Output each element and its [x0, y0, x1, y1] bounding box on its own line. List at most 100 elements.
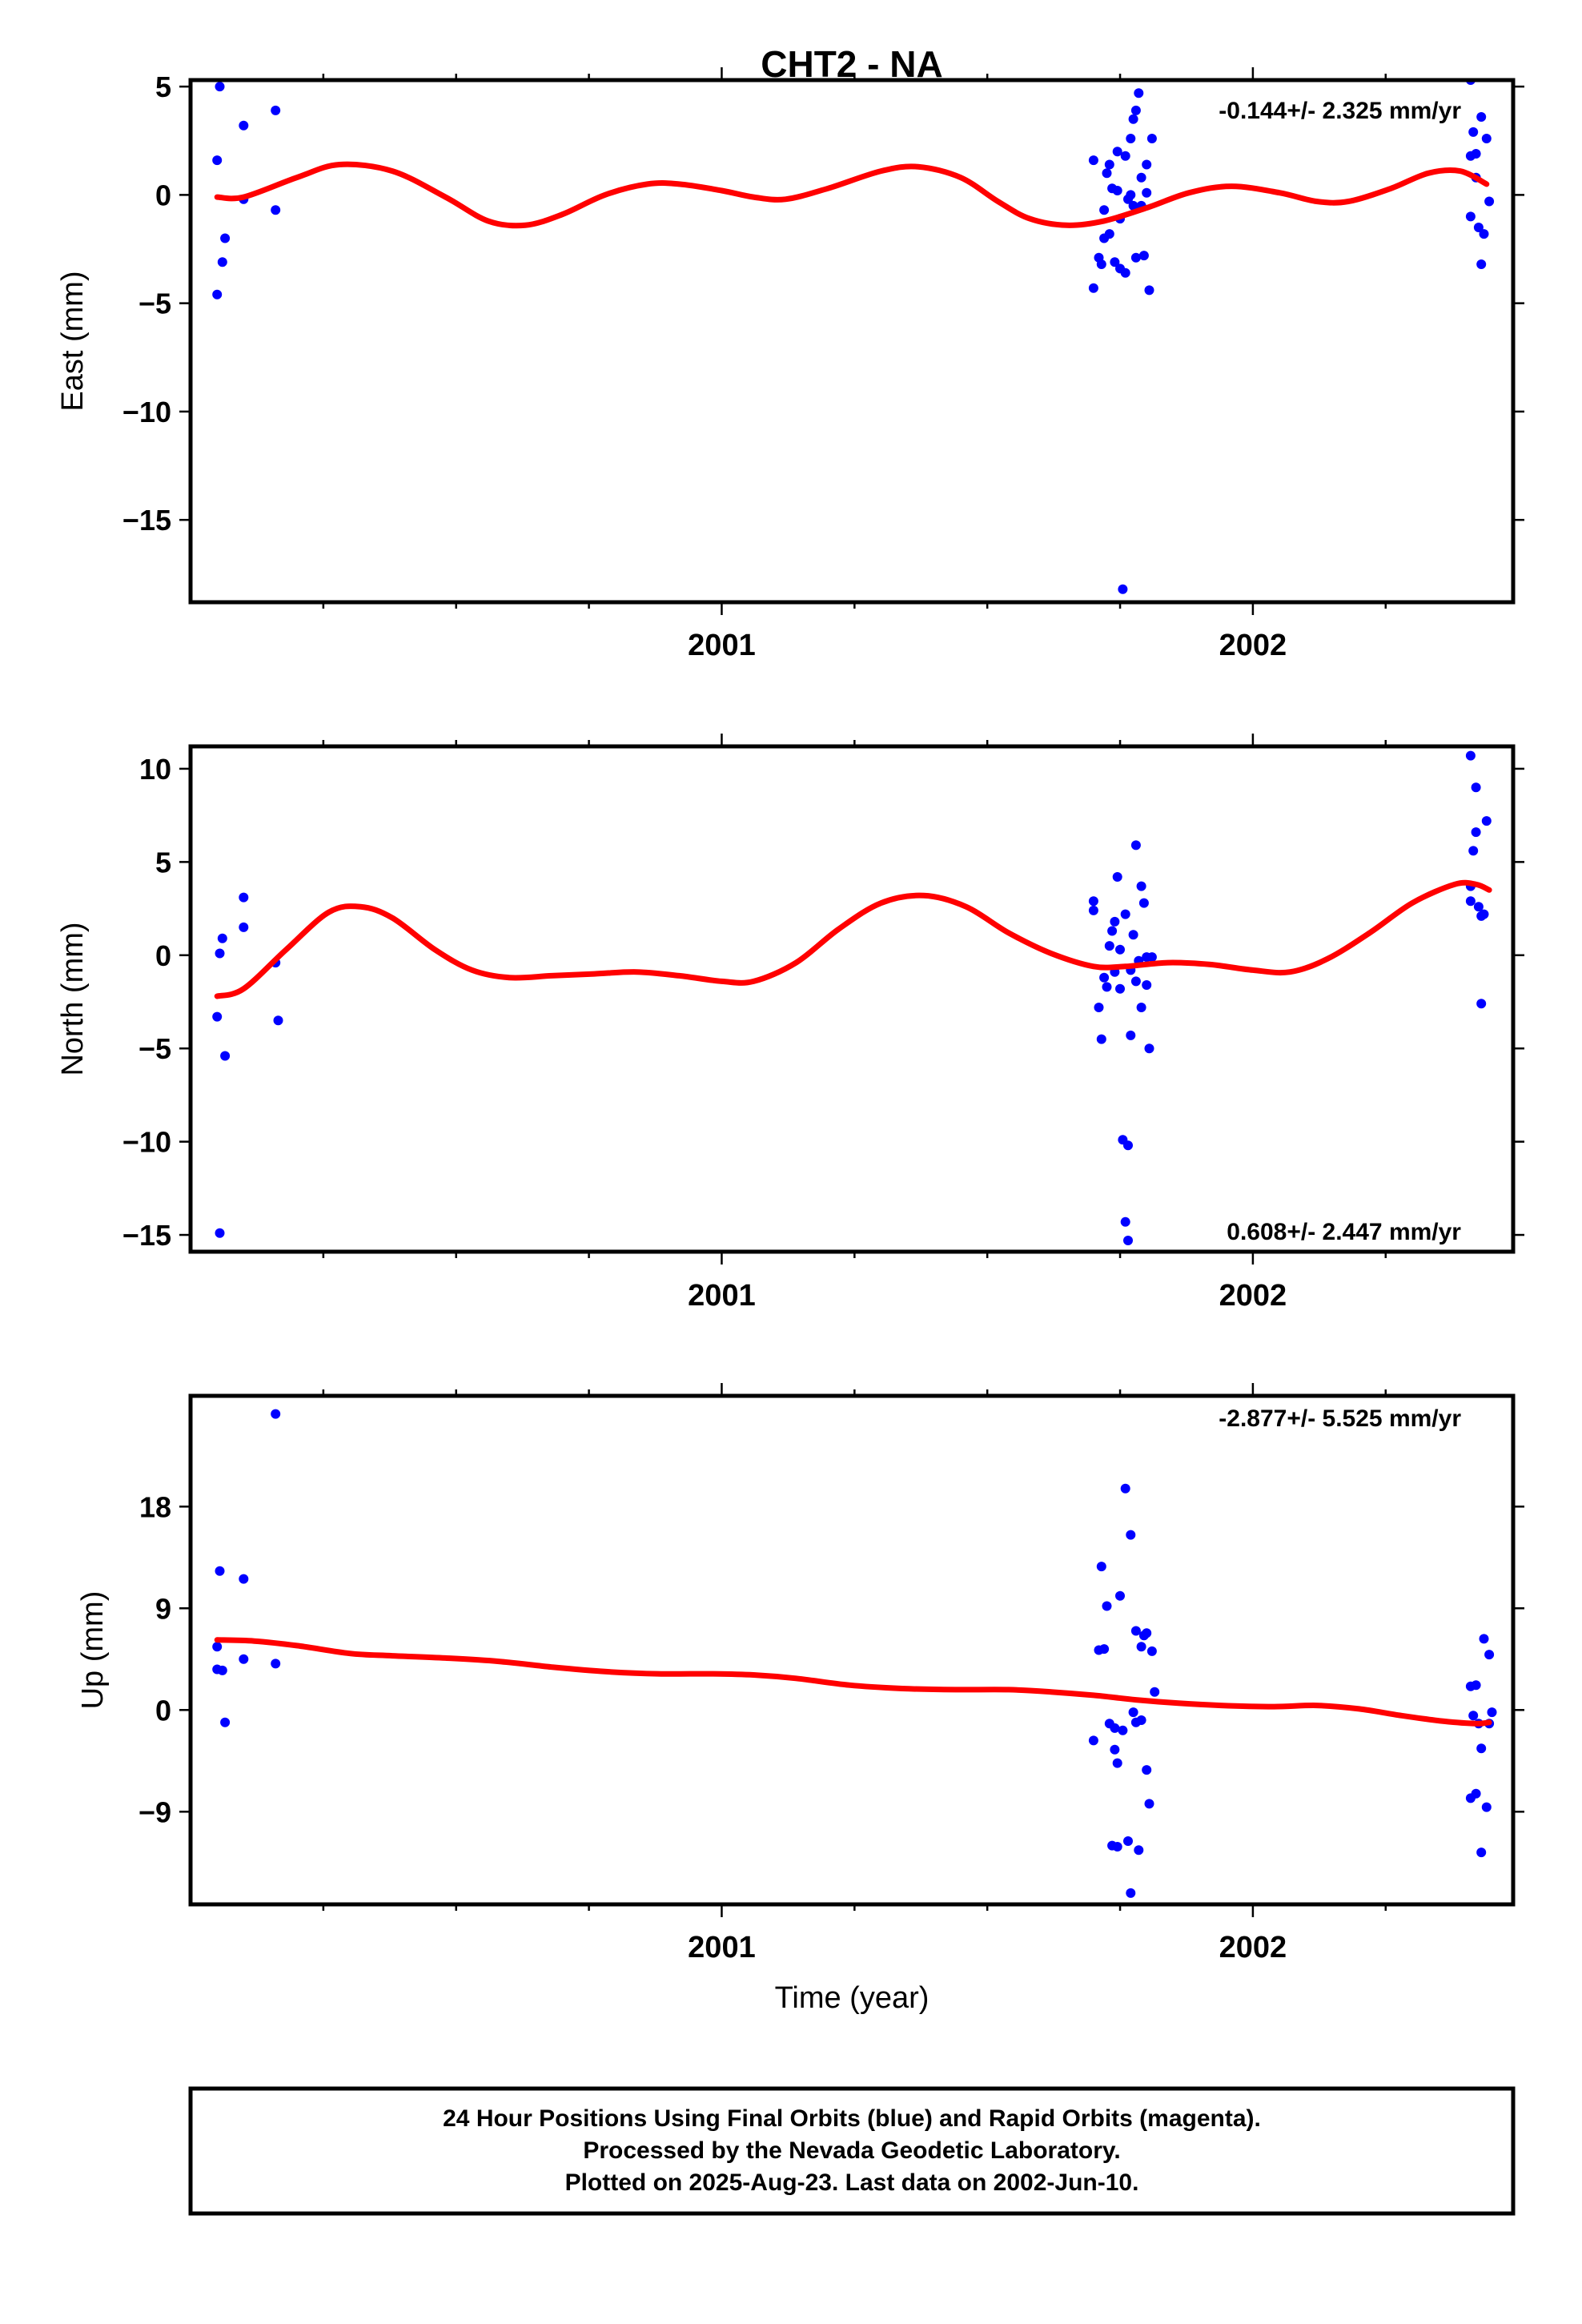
data-point — [271, 205, 281, 215]
rate-label: 0.608+/- 2.447 mm/yr — [1227, 1219, 1461, 1245]
data-point — [1134, 88, 1144, 99]
data-point — [1112, 186, 1122, 195]
data-point — [1471, 782, 1481, 793]
data-point — [1088, 155, 1098, 166]
plot-area — [212, 1409, 1497, 1898]
y-tick-label: −5 — [139, 287, 171, 320]
data-point — [1110, 1723, 1120, 1733]
data-point — [1115, 944, 1125, 955]
data-point — [1104, 159, 1114, 170]
data-point — [1471, 1788, 1481, 1799]
data-point — [215, 1566, 225, 1576]
data-point — [1481, 816, 1492, 826]
data-point — [1120, 1483, 1130, 1494]
data-point — [217, 257, 227, 267]
data-point — [1138, 898, 1149, 908]
footer-line-1: 24 Hour Positions Using Final Orbits (bl… — [443, 2105, 1261, 2132]
data-point — [1120, 909, 1130, 919]
data-point — [1120, 1216, 1130, 1227]
data-point — [1138, 251, 1149, 261]
data-point — [1096, 1034, 1106, 1044]
data-point — [220, 1717, 231, 1727]
data-point — [1144, 1043, 1154, 1054]
data-point — [1476, 999, 1487, 1009]
data-point — [239, 922, 249, 932]
data-point — [1128, 200, 1138, 211]
data-point — [1130, 252, 1141, 263]
data-point — [1126, 1888, 1136, 1898]
footer-frame — [188, 2086, 1516, 2216]
data-point — [271, 105, 281, 115]
y-tick-label: −10 — [122, 396, 171, 428]
data-point — [1468, 846, 1479, 856]
up-panel: 18 9 0 −9 2001 2002 -2.877+/- 5.525 mm/yr Up (m… — [76, 1383, 1524, 1964]
y-tick-label: −5 — [139, 1032, 171, 1065]
north-panel: 10 5 0 −5 −10 −15 2001 2002 0.608+/- 2.447 mm/yr… — [56, 734, 1524, 1313]
fit-line — [214, 879, 1492, 999]
data-point — [1102, 1601, 1112, 1611]
data-point — [1128, 930, 1138, 940]
data-point — [215, 948, 225, 959]
data-point — [212, 1642, 223, 1652]
x-tick-label: 2001 — [688, 1931, 756, 1964]
data-point — [1102, 982, 1112, 992]
data-point — [217, 933, 227, 943]
y-tick-label: −10 — [122, 1126, 171, 1159]
y-tick-label: −15 — [122, 1219, 171, 1252]
data-point — [217, 1665, 227, 1675]
data-point — [239, 1654, 249, 1664]
data-point — [1146, 952, 1157, 963]
data-point — [1099, 972, 1110, 983]
rate-label: -0.144+/- 2.325 mm/yr — [1219, 98, 1461, 124]
data-point — [1136, 881, 1146, 891]
data-point — [1126, 134, 1136, 143]
data-point — [1142, 980, 1152, 990]
data-point — [1118, 584, 1128, 594]
east-panel: 5 0 −5 −10 −15 2001 2002 -0.144+/- 2.325 mm/yr E… — [56, 67, 1524, 662]
data-point — [1481, 134, 1492, 143]
data-point — [1112, 147, 1122, 157]
data-point — [1473, 902, 1484, 912]
data-point — [1128, 114, 1138, 124]
data-point — [1136, 1642, 1146, 1652]
data-point — [1487, 1707, 1497, 1718]
data-point — [1126, 190, 1136, 200]
data-point — [1118, 1725, 1128, 1735]
data-point — [1110, 257, 1120, 267]
data-point — [1484, 196, 1495, 207]
y-tick-label: 5 — [155, 70, 171, 103]
data-point — [271, 1409, 281, 1419]
data-point — [1123, 1836, 1133, 1846]
data-point — [239, 892, 249, 903]
y-tick-label: 0 — [155, 939, 171, 972]
plot-frame — [188, 744, 1516, 1254]
data-point — [1112, 872, 1122, 882]
plot-frame — [188, 1393, 1516, 1907]
data-point — [1112, 1758, 1122, 1768]
data-point — [1096, 1562, 1106, 1572]
footer-line-3: Plotted on 2025-Aug-23. Last data on 200… — [565, 2169, 1139, 2196]
figure-title: CHT2 - NA — [761, 43, 942, 85]
data-point — [1476, 1848, 1487, 1858]
y-axis-label: Up (mm) — [76, 1591, 110, 1710]
data-point — [1142, 1628, 1152, 1638]
data-point — [1476, 1743, 1487, 1754]
data-point — [215, 1228, 225, 1238]
y-tick-label: 5 — [155, 846, 171, 879]
data-point — [1146, 1646, 1157, 1656]
data-point — [220, 233, 231, 243]
data-point — [1130, 1626, 1141, 1636]
footer-line-2: Processed by the Nevada Geodetic Laborat… — [583, 2137, 1120, 2164]
data-point — [1142, 187, 1152, 198]
data-point — [1134, 1845, 1144, 1856]
data-point — [1102, 168, 1112, 179]
data-point — [1476, 259, 1487, 269]
data-point — [1473, 223, 1484, 232]
data-point — [1088, 1735, 1098, 1746]
data-point — [1130, 976, 1141, 987]
x-axis-label: Time (year) — [775, 1981, 930, 2015]
data-point — [220, 1051, 231, 1061]
y-axis-label: North (mm) — [56, 922, 90, 1076]
data-point — [1120, 267, 1130, 278]
